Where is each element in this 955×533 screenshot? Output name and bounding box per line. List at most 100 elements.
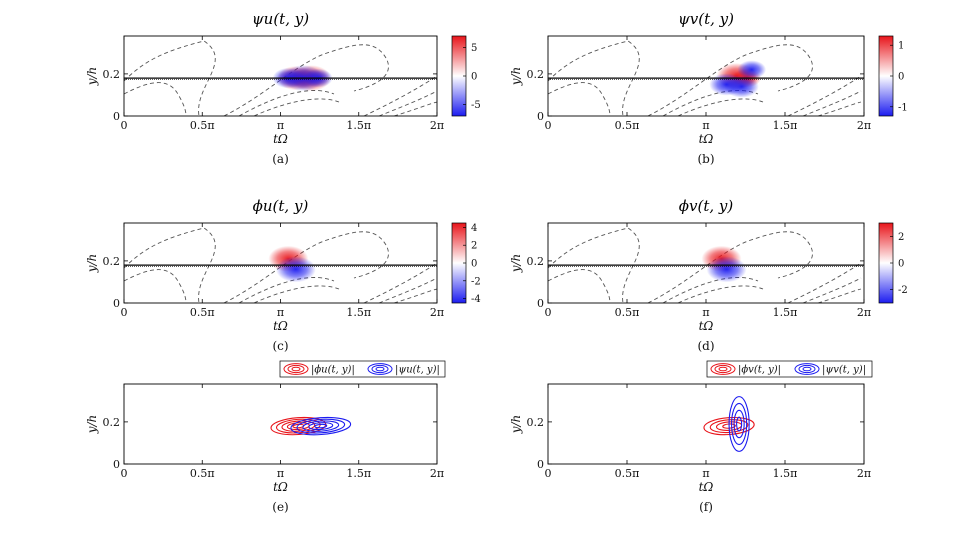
colorbar-tick-label: 0 [471,72,477,83]
mean-flow-contour [393,101,437,116]
y-tick-label: 0.2 [103,416,121,429]
x-tick-label: 0 [545,306,552,319]
colorbar-tick-label: 0 [471,259,477,270]
mean-flow-contour [548,227,640,303]
x-tick-label: 0 [545,119,552,132]
panel-a: 0 0.5π π 1.5π 2π 0 0.2 tΩ y/h (a) ψu(t, y) 5 0 -5 [85,10,481,166]
y-axis-label: y/h [509,415,523,435]
panel-caption: (d) [697,339,714,353]
field-blob [737,60,767,80]
x-tick-label: 0.5π [615,306,640,319]
colorbar-tick-label: -4 [471,294,481,305]
x-axis-label: tΩ [699,319,714,333]
x-axis-label: tΩ [273,319,288,333]
colorbar-tick-label: 1 [898,41,904,52]
mean-flow-contour [647,231,813,303]
contour-blue [728,396,750,452]
mean-flow-contour [393,288,437,303]
x-tick-label: 0 [121,467,128,480]
contour-blue [733,409,745,439]
y-tick-label: 0.2 [527,68,545,81]
mean-flow-contour [787,262,862,303]
plot-content [548,40,864,116]
field-blob [275,256,316,283]
x-tick-label: 1.5π [773,467,798,480]
x-tick-label: 0.5π [190,467,215,480]
plot-area [548,36,864,116]
x-tick-label: 0.5π [190,306,215,319]
colorbar-tick-label: 0 [898,259,904,270]
mean-flow-contour [802,277,862,303]
plot-content [124,40,437,116]
plot-content [124,227,437,303]
plot-content [548,227,864,303]
legend-swatch-blue [367,363,393,375]
mean-flow-contour [363,75,437,116]
x-tick-label: 1.5π [346,119,371,132]
panel-b: 0 0.5π π 1.5π 2π 0 0.2 tΩ y/h (b) ψv(t, y) 1 0 -1 [509,10,908,166]
x-axis-label: tΩ [273,480,288,494]
x-tick-label: 2π [857,467,871,480]
colorbar-tick-label: 0 [898,72,904,83]
legend-swatch-blue [371,364,389,374]
colorbar-tick-label: -2 [898,285,908,296]
legend-swatch-red [287,364,305,374]
x-tick-label: 1.5π [346,467,371,480]
field-blob [724,75,759,98]
y-axis-label: y/h [509,67,523,87]
y-tick-label: 0.2 [527,255,545,268]
y-tick-label: 0 [113,110,120,123]
mean-flow-contour [548,40,640,116]
legend-box [279,360,446,378]
legend-swatch-blue [375,366,385,372]
legend-swatch-red [283,363,309,375]
mean-flow-contour [548,269,611,303]
legend-box [706,360,873,378]
x-tick-label: π [277,467,284,480]
y-tick-label: 0.2 [103,68,121,81]
panel-title: ψu(t, y) [252,10,309,28]
panel-title: ψv(t, y) [678,10,734,28]
mean-flow-contour [787,75,862,116]
contour-red [281,420,316,432]
legend-swatch-blue [798,364,816,374]
legend-label: |ϕu(t, y)| [311,365,355,376]
panel-e: 0 0.5π π 1.5π 2π 0 0.2 tΩ y/h (e) |ϕu(t, y)| |ψu(t,… [85,360,446,514]
plot-area [124,384,437,464]
x-tick-label: 2π [430,467,444,480]
colorbar-tick-label: 2 [471,241,477,252]
panel-caption: (b) [697,152,714,166]
mean-flow-contour [548,82,611,116]
legend-label: |ϕv(t, y)| [738,365,781,376]
y-tick-label: 0.2 [103,255,121,268]
contour-blue [731,402,748,446]
panel-caption: (e) [272,500,288,514]
x-tick-label: π [277,119,284,132]
contour-blue [736,416,743,432]
mean-flow-contour [124,269,187,303]
plot-content [703,396,755,452]
panel-title: ϕv(t, y) [679,197,734,215]
x-tick-label: 1.5π [773,306,798,319]
y-tick-label: 0 [113,297,120,310]
x-tick-label: 2π [430,306,444,319]
panel-caption: (c) [272,339,288,353]
legend-swatch-blue [802,366,812,372]
legend-swatch-red [710,363,736,375]
x-tick-label: 2π [857,119,871,132]
colorbar-tick-label: 4 [471,223,477,234]
x-tick-label: π [702,119,709,132]
panel-f: 0 0.5π π 1.5π 2π 0 0.2 tΩ y/h (f) |ϕv(t, y)| |ψv(t,… [509,360,873,514]
contour-blue [308,422,334,431]
mean-flow-contour [124,40,216,116]
x-tick-label: 1.5π [346,306,371,319]
y-tick-label: 0 [113,458,120,471]
colorbar-tick-label: -5 [471,100,481,111]
mean-flow-contour [223,231,389,303]
mean-flow-contour [223,44,389,116]
legend-swatch-red [291,366,301,372]
x-tick-label: 0 [121,119,128,132]
legend-swatch-red [714,364,732,374]
x-axis-label: tΩ [699,132,714,146]
